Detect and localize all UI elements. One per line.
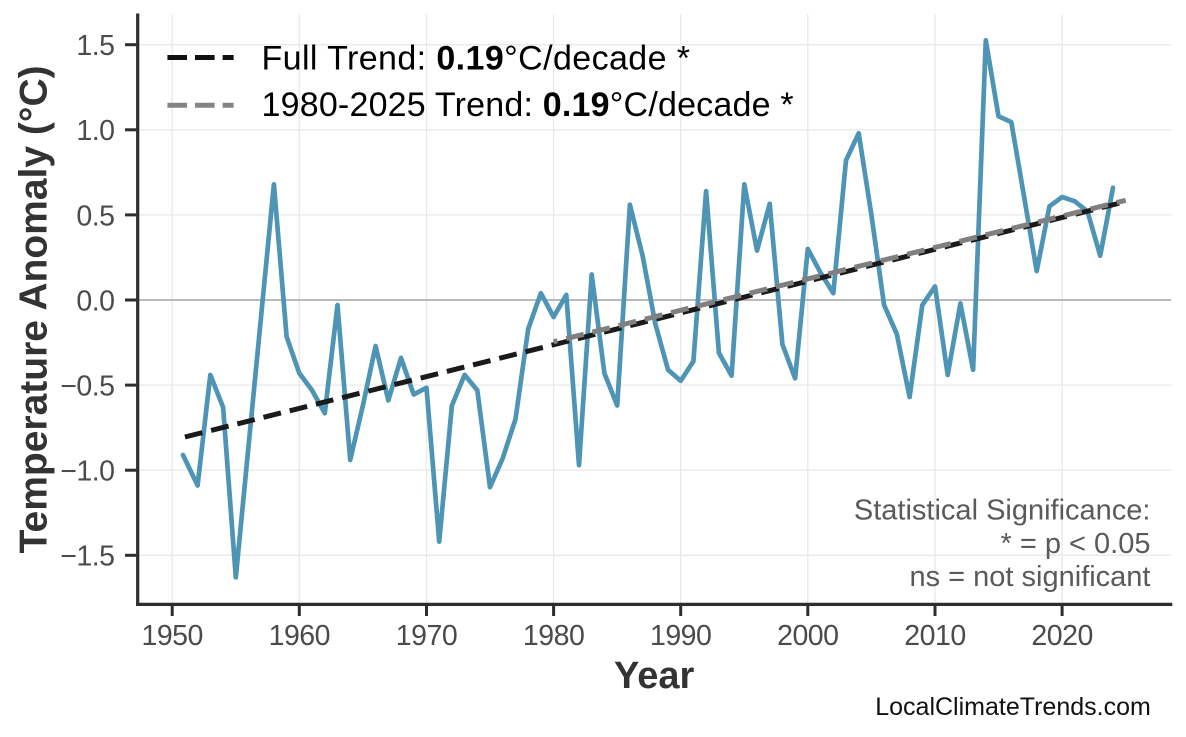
svg-text:1980-2025 Trend: 0.19°C/decade: 1980-2025 Trend: 0.19°C/decade * — [262, 86, 794, 124]
svg-text:0.5: 0.5 — [76, 200, 114, 232]
svg-text:1970: 1970 — [396, 620, 457, 652]
svg-text:* = p < 0.05: * = p < 0.05 — [1001, 528, 1151, 560]
svg-text:1960: 1960 — [269, 620, 330, 652]
svg-text:0.0: 0.0 — [76, 285, 114, 317]
svg-text:1950: 1950 — [141, 620, 202, 652]
svg-text:2010: 2010 — [904, 620, 965, 652]
svg-text:−1.5: −1.5 — [60, 541, 114, 573]
svg-text:Temperature Anomaly (°C): Temperature Anomaly (°C) — [12, 65, 55, 553]
svg-text:Statistical Significance:: Statistical Significance: — [854, 495, 1151, 527]
svg-text:1990: 1990 — [650, 620, 711, 652]
svg-text:LocalClimateTrends.com: LocalClimateTrends.com — [875, 693, 1151, 721]
svg-text:ns = not significant: ns = not significant — [909, 561, 1150, 593]
svg-text:2020: 2020 — [1031, 620, 1092, 652]
svg-text:1.0: 1.0 — [76, 115, 114, 147]
svg-text:−1.0: −1.0 — [60, 456, 114, 488]
svg-text:1.5: 1.5 — [76, 30, 114, 62]
svg-text:−0.5: −0.5 — [60, 371, 114, 403]
svg-text:1980: 1980 — [523, 620, 584, 652]
svg-text:2000: 2000 — [777, 620, 838, 652]
svg-text:Full Trend: 0.19°C/decade *: Full Trend: 0.19°C/decade * — [262, 40, 691, 78]
svg-text:Year: Year — [614, 655, 695, 697]
